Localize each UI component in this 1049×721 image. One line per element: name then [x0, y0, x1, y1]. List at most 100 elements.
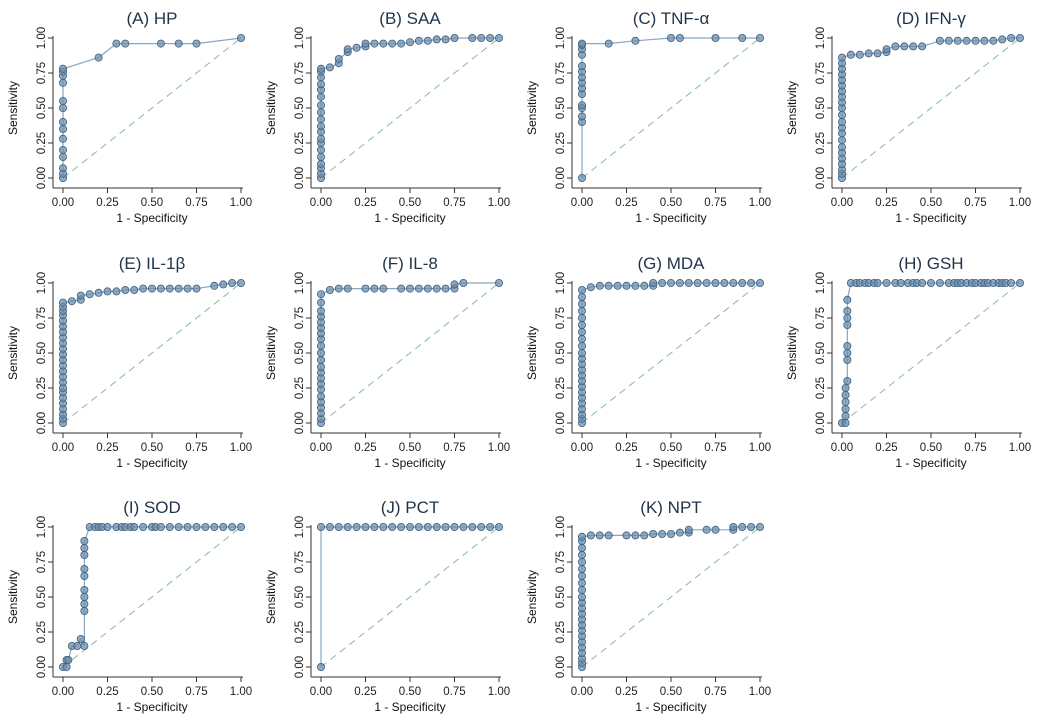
roc-point [156, 523, 165, 532]
y-tick-label: 1.00 [294, 272, 306, 294]
y-tick-label: 0.50 [294, 97, 306, 119]
roc-point [486, 523, 495, 532]
roc-point [174, 39, 183, 48]
roc-point [578, 579, 587, 588]
roc-point [980, 36, 989, 45]
roc-point [918, 42, 927, 51]
roc-point [201, 523, 210, 532]
roc-point [130, 285, 139, 294]
x-tick-label: 0.00 [52, 197, 74, 209]
roc-point [841, 397, 850, 406]
roc-point [139, 523, 148, 532]
roc-point [343, 284, 352, 293]
y-tick-label: 0.50 [294, 586, 306, 608]
x-axis-label: 1 - Specificity [116, 456, 187, 470]
roc-point [414, 523, 423, 532]
roc-point [397, 39, 406, 48]
x-tick-label: 0.75 [443, 197, 465, 209]
roc-point [192, 284, 201, 293]
roc-point [156, 284, 165, 293]
roc-point [316, 108, 325, 117]
x-tick-label: 0.75 [185, 442, 207, 454]
y-tick-label: 0.00 [294, 167, 306, 189]
roc-point [379, 284, 388, 293]
x-tick-label: 1.00 [488, 197, 510, 209]
x-tick-label: 0.25 [354, 686, 376, 698]
x-axis-label: 1 - Specificity [895, 211, 966, 225]
roc-point [59, 104, 68, 113]
panel-title: (H) GSH [898, 254, 963, 273]
y-tick-label: 0.25 [555, 377, 567, 399]
roc-point [578, 565, 587, 574]
roc-point [112, 39, 121, 48]
roc-point [414, 36, 423, 45]
roc-point [864, 49, 873, 58]
x-tick-label: 0.00 [831, 197, 853, 209]
roc-point [578, 544, 587, 553]
roc-point [62, 663, 71, 672]
roc-point [738, 34, 747, 43]
y-tick-label: 1.00 [36, 272, 48, 294]
roc-point [578, 551, 587, 560]
roc-point [76, 291, 85, 300]
roc-point [747, 523, 756, 532]
reference-diagonal [320, 282, 500, 424]
roc-point [236, 34, 245, 43]
panel-title: (G) MDA [637, 254, 705, 273]
roc-point [604, 531, 613, 540]
roc-point [423, 523, 432, 532]
roc-point [130, 523, 139, 532]
roc-point [103, 287, 112, 296]
x-tick-label: 1.00 [230, 197, 252, 209]
roc-point [59, 118, 68, 127]
roc-point [316, 134, 325, 143]
roc-point [838, 143, 847, 152]
roc-point [316, 663, 325, 672]
roc-point [316, 348, 325, 357]
reference-diagonal [62, 37, 242, 179]
roc-point [918, 278, 927, 287]
roc-point [80, 565, 89, 574]
roc-point [370, 523, 379, 532]
roc-point [900, 42, 909, 51]
y-tick-label: 0.00 [294, 412, 306, 434]
roc-point [578, 292, 587, 301]
roc-point [459, 278, 468, 287]
reference-diagonal [581, 37, 761, 179]
roc-point [343, 45, 352, 54]
roc-point [174, 523, 183, 532]
roc-point [578, 299, 587, 308]
x-axis-label: 1 - Specificity [116, 211, 187, 225]
roc-point [361, 284, 370, 293]
roc-point [658, 278, 667, 287]
roc-panel-5: 0.00 0.25 0.50 0.75 1.00 0.00 0.25 0.50 0.75 1.00… [6, 254, 252, 470]
roc-point [228, 278, 237, 287]
roc-point [578, 558, 587, 567]
roc-point [841, 411, 850, 420]
y-tick-label: 0.25 [815, 377, 827, 399]
roc-point [622, 281, 631, 290]
roc-point [640, 531, 649, 540]
roc-point [423, 36, 432, 45]
roc-point [578, 173, 587, 182]
roc-point [210, 523, 219, 532]
roc-point [873, 49, 882, 58]
roc-point [604, 39, 613, 48]
x-axis-label: 1 - Specificity [895, 456, 966, 470]
reference-diagonal [581, 282, 761, 424]
roc-point [838, 118, 847, 127]
roc-point [450, 34, 459, 43]
reference-diagonal [841, 282, 1021, 424]
x-tick-label: 1.00 [1009, 442, 1031, 454]
roc-point [59, 164, 68, 173]
x-tick-label: 1.00 [230, 686, 252, 698]
x-tick-label: 0.25 [615, 197, 637, 209]
roc-point [578, 572, 587, 581]
roc-point [838, 136, 847, 145]
roc-point [841, 383, 850, 392]
roc-point [667, 530, 676, 539]
x-tick-label: 0.00 [310, 442, 332, 454]
reference-diagonal [320, 526, 500, 668]
roc-point [405, 523, 414, 532]
y-tick-label: 0.25 [36, 132, 48, 154]
